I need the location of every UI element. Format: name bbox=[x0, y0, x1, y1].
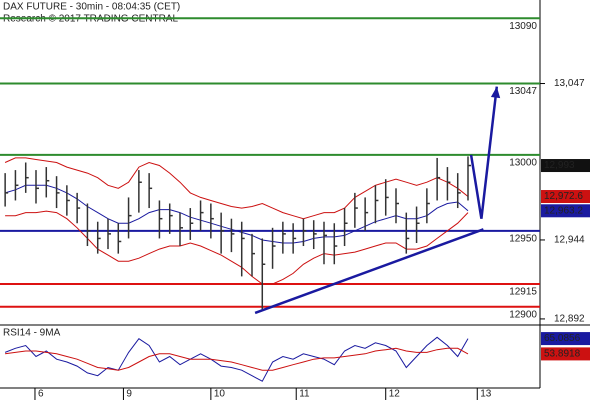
rsi-box bbox=[541, 332, 590, 346]
band-box-label: 12,963.2 bbox=[544, 205, 583, 216]
last-price-box bbox=[541, 159, 590, 173]
price-line bbox=[5, 210, 469, 285]
arrow bbox=[469, 86, 499, 219]
price-line bbox=[4, 157, 469, 220]
x-tick-label: 12 bbox=[389, 389, 401, 400]
level-label: 13047 bbox=[509, 86, 537, 97]
y-tick-label: 13,047 bbox=[554, 78, 585, 89]
x-tick-label: 9 bbox=[126, 389, 132, 400]
level-label: 13090 bbox=[509, 21, 537, 32]
x-tick-label: 11 bbox=[299, 389, 310, 400]
band-box-label: 12,972.6 bbox=[544, 191, 583, 202]
level-label: 12915 bbox=[509, 287, 537, 298]
level-label: 13000 bbox=[509, 158, 537, 169]
chart-title: DAX FUTURE - 30min - 08:04:35 (CET) bbox=[3, 2, 180, 13]
y-tick-label: 12,892 bbox=[554, 314, 585, 325]
arrow-head bbox=[490, 86, 501, 99]
rsi-box bbox=[541, 347, 590, 361]
level-label: 12900 bbox=[509, 309, 537, 320]
band-box bbox=[541, 190, 590, 204]
x-tick-label: 10 bbox=[214, 389, 226, 400]
rsi-box-label: 65.0856 bbox=[544, 333, 581, 344]
rsi-label: RSI14 - 9MA bbox=[3, 328, 61, 339]
rsi-line bbox=[5, 347, 469, 371]
price-line bbox=[4, 184, 469, 244]
rsi-box-label: 53.8918 bbox=[544, 349, 581, 360]
x-tick-label: 13 bbox=[480, 389, 492, 400]
y-tick-label: 12,944 bbox=[554, 235, 585, 246]
band-box bbox=[541, 204, 590, 218]
level-label: 12950 bbox=[509, 233, 537, 244]
trendline bbox=[254, 228, 484, 315]
x-tick-label: 6 bbox=[38, 389, 44, 400]
rsi-line bbox=[4, 336, 469, 382]
last-price-box-label: 12,993 bbox=[544, 160, 575, 171]
